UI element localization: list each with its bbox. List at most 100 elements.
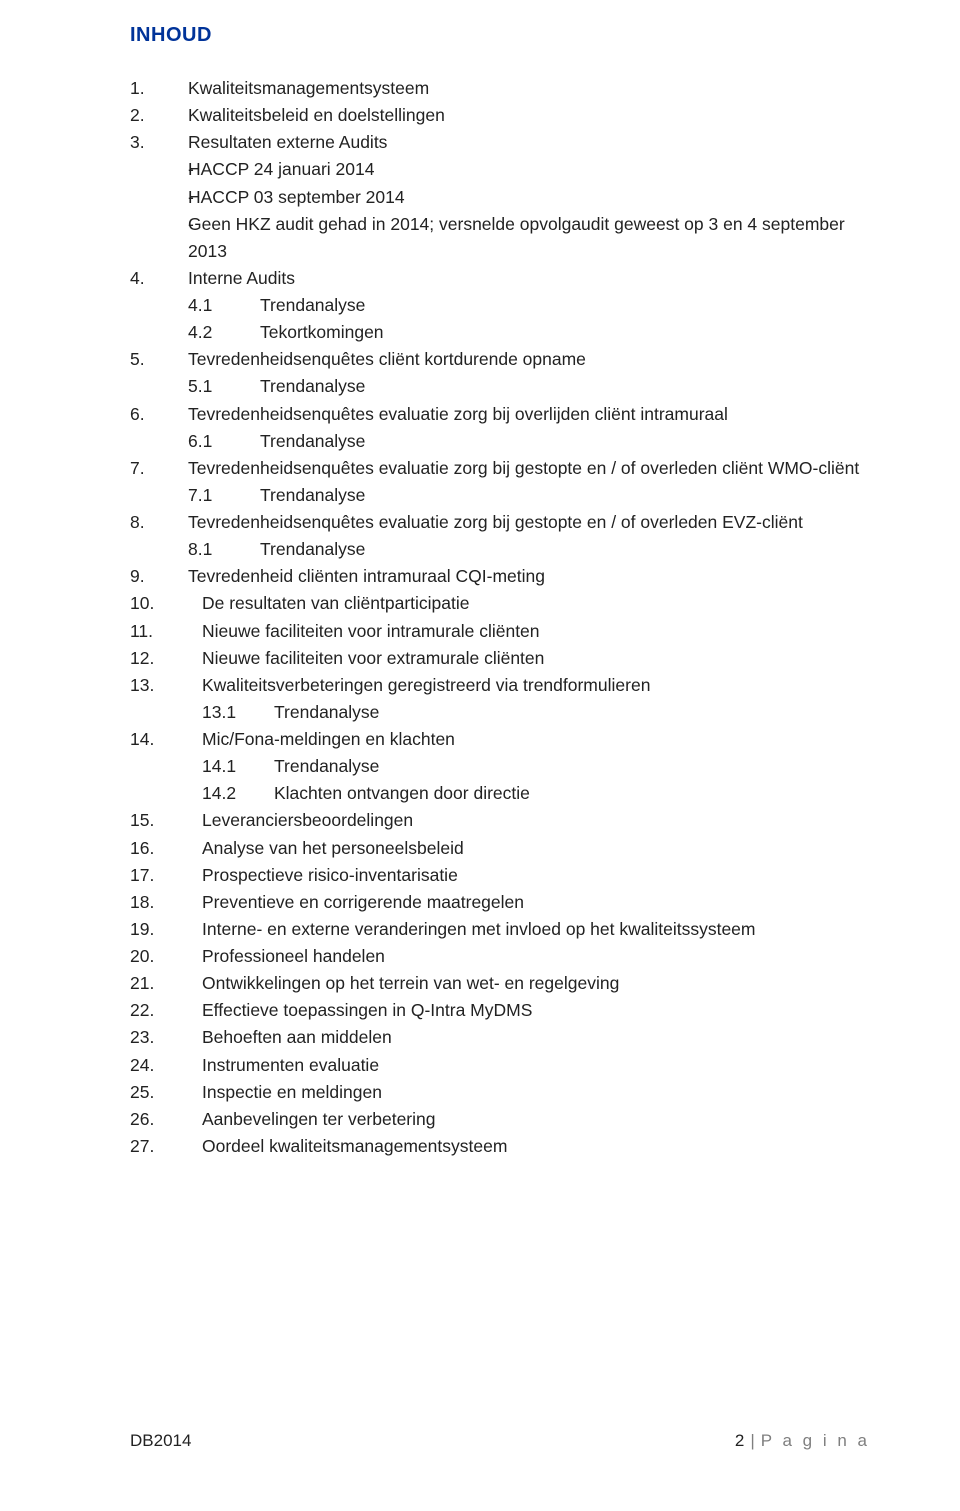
toc-item-text: Oordeel kwaliteitsmanagementsysteem: [202, 1136, 507, 1156]
toc-item-text: Nieuwe faciliteiten voor intramurale cli…: [202, 621, 540, 641]
document-page: INHOUD KwaliteitsmanagementsysteemKwalit…: [0, 0, 960, 1511]
toc-item-text: Tevredenheidsenquêtes evaluatie zorg bij…: [188, 458, 859, 478]
toc-item-text: Kwaliteitsmanagementsysteem: [188, 78, 429, 98]
toc-sub-dash-item: HACCP 03 september 2014: [188, 184, 870, 211]
toc-item: Behoeften aan middelen: [130, 1024, 870, 1051]
toc-item-text: De resultaten van cliëntparticipatie: [202, 593, 470, 613]
footer-separator: |: [750, 1431, 754, 1450]
toc-item: Kwaliteitsbeleid en doelstellingen: [130, 102, 870, 129]
toc-sub-text: Tekortkomingen: [260, 319, 384, 346]
footer-word: P a g i n a: [761, 1431, 870, 1450]
toc-item: Interne- en externe veranderingen met in…: [130, 916, 870, 943]
toc-item-text: Interne Audits: [188, 268, 295, 288]
toc-sub-num-item: 7.1Trendanalyse: [188, 482, 870, 509]
toc-sub-num-item: 6.1Trendanalyse: [188, 428, 870, 455]
toc-sub-number: 5.1: [188, 373, 260, 400]
toc-item: Analyse van het personeelsbeleid: [130, 835, 870, 862]
toc-list: Kwaliteitsmanagementsysteem Kwaliteitsbel…: [130, 75, 870, 1160]
footer-right: 2 | P a g i n a: [735, 1431, 870, 1451]
toc-sub-number: 14.1: [202, 753, 274, 780]
toc-item: Oordeel kwaliteitsmanagementsysteem: [130, 1133, 870, 1160]
page-footer: DB2014 2|P a g i n a: [130, 1431, 870, 1451]
toc-sub-text: Trendanalyse: [260, 428, 365, 455]
toc-sub-dash-item: HACCP 24 januari 2014: [188, 156, 870, 183]
toc-item-text: Mic/Fona-meldingen en klachten: [202, 729, 455, 749]
toc-item: Effectieve toepassingen in Q-Intra MyDMS: [130, 997, 870, 1024]
toc-item: Kwaliteitsverbeteringen geregistreerd vi…: [130, 672, 870, 726]
toc-sub-text: Klachten ontvangen door directie: [274, 780, 530, 807]
toc-sub-num-item: 5.1Trendanalyse: [188, 373, 870, 400]
toc-item: De resultaten van cliëntparticipatie: [130, 590, 870, 617]
toc-item-text: Preventieve en corrigerende maatregelen: [202, 892, 524, 912]
toc-item: Preventieve en corrigerende maatregelen: [130, 889, 870, 916]
toc-sub-text: Trendanalyse: [274, 699, 379, 726]
toc-item: Tevredenheidsenquêtes evaluatie zorg bij…: [130, 455, 870, 509]
toc-sub-text: Trendanalyse: [260, 292, 365, 319]
toc-item-text: Ontwikkelingen op het terrein van wet- e…: [202, 973, 619, 993]
toc-sub-number: 7.1: [188, 482, 260, 509]
toc-item-text: Nieuwe faciliteiten voor extramurale cli…: [202, 648, 544, 668]
footer-page-number: 2: [735, 1431, 744, 1450]
toc-item-text: Prospectieve risico-inventarisatie: [202, 865, 458, 885]
toc-sub-num-list: 7.1Trendanalyse: [188, 482, 870, 509]
toc-item: Prospectieve risico-inventarisatie: [130, 862, 870, 889]
toc-item-text: Instrumenten evaluatie: [202, 1055, 379, 1075]
toc-item-text: Leveranciersbeoordelingen: [202, 810, 413, 830]
toc-item-text: Kwaliteitsbeleid en doelstellingen: [188, 105, 445, 125]
toc-sub-number: 13.1: [202, 699, 274, 726]
toc-item: Nieuwe faciliteiten voor extramurale cli…: [130, 645, 870, 672]
toc-sub-dash-list: HACCP 24 januari 2014HACCP 03 september …: [188, 156, 870, 265]
toc-item-text: Behoeften aan middelen: [202, 1027, 392, 1047]
toc-item: Inspectie en meldingen: [130, 1079, 870, 1106]
toc-item-text: Tevredenheidsenquêtes evaluatie zorg bij…: [188, 404, 728, 424]
toc-item-text: Tevredenheidsenquêtes cliënt kortdurende…: [188, 349, 586, 369]
toc-sub-num-list: 8.1Trendanalyse: [188, 536, 870, 563]
toc-item: Mic/Fona-meldingen en klachten 14.1Trenda…: [130, 726, 870, 807]
toc-sub-text: Trendanalyse: [260, 536, 365, 563]
toc-item-text: Kwaliteitsverbeteringen geregistreerd vi…: [202, 675, 650, 695]
toc-sub-num-list: 6.1Trendanalyse: [188, 428, 870, 455]
toc-sub-num-item: 14.2Klachten ontvangen door directie: [202, 780, 870, 807]
toc-sub-num-list: 4.1Trendanalyse4.2Tekortkomingen: [188, 292, 870, 346]
toc-item: Ontwikkelingen op het terrein van wet- e…: [130, 970, 870, 997]
page-title: INHOUD: [130, 24, 870, 47]
toc-sub-num-list: 14.1Trendanalyse14.2Klachten ontvangen d…: [202, 753, 870, 807]
toc-item-text: Resultaten externe Audits: [188, 132, 387, 152]
toc-item: Aanbevelingen ter verbetering: [130, 1106, 870, 1133]
toc-item: Tevredenheid cliënten intramuraal CQI-me…: [130, 563, 870, 590]
toc-item-text: Tevredenheid cliënten intramuraal CQI-me…: [188, 566, 545, 586]
toc-item: Tevredenheidsenquêtes evaluatie zorg bij…: [130, 509, 870, 563]
toc-sub-num-item: 14.1Trendanalyse: [202, 753, 870, 780]
toc-item: Resultaten externe Audits HACCP 24 januar…: [130, 129, 870, 265]
toc-sub-number: 4.1: [188, 292, 260, 319]
toc-item: Nieuwe faciliteiten voor intramurale cli…: [130, 618, 870, 645]
toc-sub-number: 14.2: [202, 780, 274, 807]
toc-sub-num-item: 4.2Tekortkomingen: [188, 319, 870, 346]
toc-item: Instrumenten evaluatie: [130, 1052, 870, 1079]
toc-item-text: Effectieve toepassingen in Q-Intra MyDMS: [202, 1000, 532, 1020]
toc-item-text: Analyse van het personeelsbeleid: [202, 838, 464, 858]
toc-sub-number: 8.1: [188, 536, 260, 563]
toc-item: Professioneel handelen: [130, 943, 870, 970]
toc-item: Tevredenheidsenquêtes cliënt kortdurende…: [130, 346, 870, 400]
toc-item-text: Aanbevelingen ter verbetering: [202, 1109, 436, 1129]
toc-sub-text: Trendanalyse: [260, 373, 365, 400]
toc-sub-text: Trendanalyse: [260, 482, 365, 509]
toc-sub-text: Trendanalyse: [274, 753, 379, 780]
toc-sub-number: 6.1: [188, 428, 260, 455]
toc-sub-num-list: 5.1Trendanalyse: [188, 373, 870, 400]
toc-item-text: Inspectie en meldingen: [202, 1082, 382, 1102]
toc-item: Leveranciersbeoordelingen: [130, 807, 870, 834]
toc-sub-dash-item: Geen HKZ audit gehad in 2014; versnelde …: [188, 211, 870, 265]
toc-item: Tevredenheidsenquêtes evaluatie zorg bij…: [130, 401, 870, 455]
toc-item: Interne Audits 4.1Trendanalyse4.2Tekortko…: [130, 265, 870, 346]
toc-item-text: Professioneel handelen: [202, 946, 385, 966]
toc-item-text: Tevredenheidsenquêtes evaluatie zorg bij…: [188, 512, 803, 532]
toc-sub-num-item: 8.1Trendanalyse: [188, 536, 870, 563]
toc-sub-num-list: 13.1Trendanalyse: [202, 699, 870, 726]
toc-item: Kwaliteitsmanagementsysteem: [130, 75, 870, 102]
toc-item-text: Interne- en externe veranderingen met in…: [202, 919, 756, 939]
toc-sub-num-item: 4.1Trendanalyse: [188, 292, 870, 319]
toc-sub-number: 4.2: [188, 319, 260, 346]
toc-sub-num-item: 13.1Trendanalyse: [202, 699, 870, 726]
